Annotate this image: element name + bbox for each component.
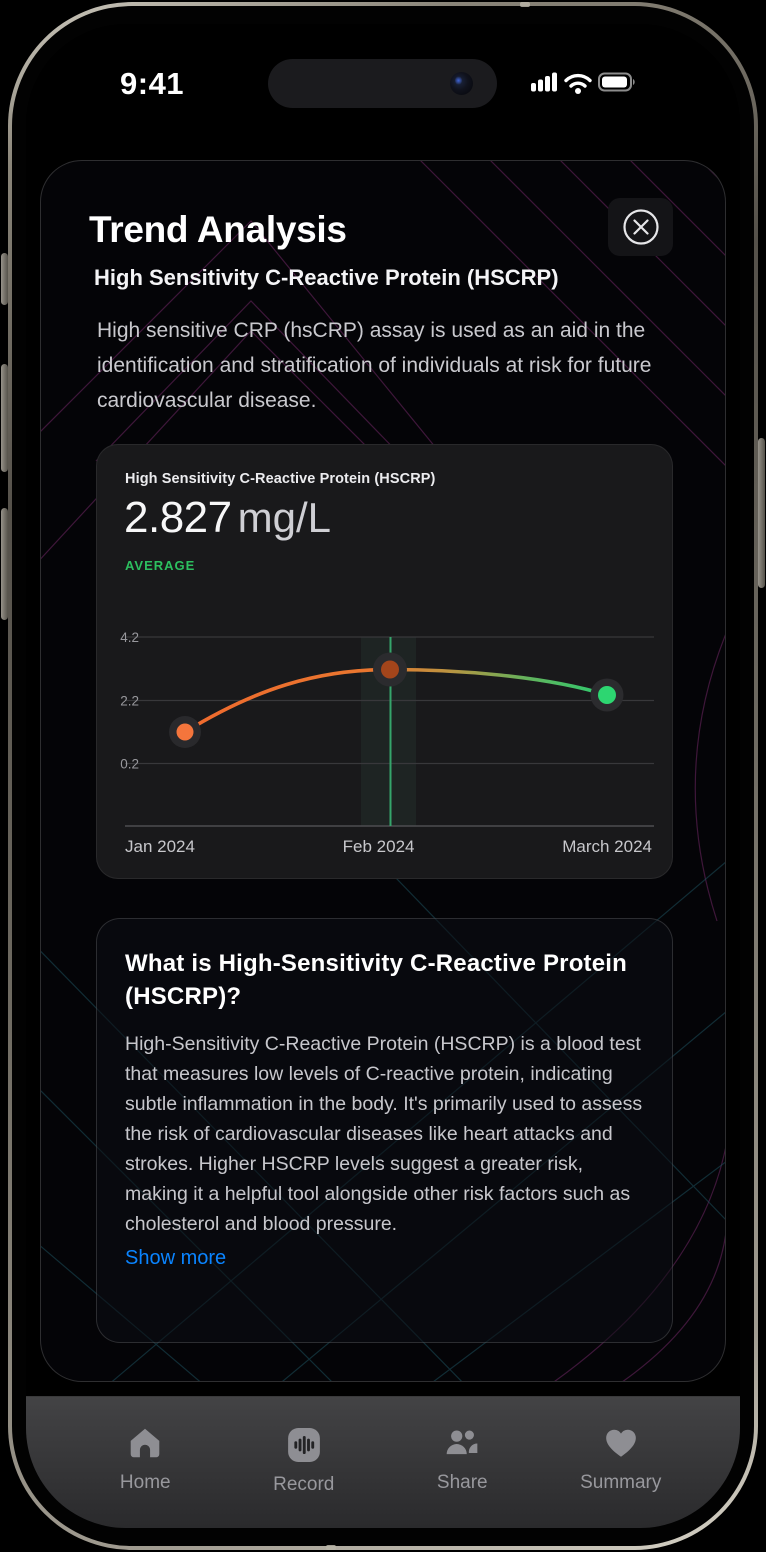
y-tick: 4.2 bbox=[120, 630, 139, 645]
trend-line-chart[interactable]: 4.2 2.2 0.2 bbox=[97, 595, 674, 837]
antenna-line bbox=[520, 2, 530, 7]
average-unit: mg/L bbox=[237, 494, 331, 541]
tab-bar: Home Record bbox=[26, 1396, 740, 1528]
info-card: What is High-Sensitivity C-Reactive Prot… bbox=[96, 918, 673, 1343]
page-title: Trend Analysis bbox=[89, 209, 347, 250]
x-label-march: March 2024 bbox=[562, 837, 652, 856]
volume-down-button bbox=[1, 508, 8, 620]
record-icon bbox=[287, 1428, 320, 1462]
data-point-march[interactable] bbox=[590, 678, 624, 712]
trend-chart-card: High Sensitivity C-Reactive Protein (HSC… bbox=[96, 444, 673, 879]
home-icon bbox=[130, 1428, 160, 1458]
antenna-line bbox=[326, 1545, 336, 1550]
volume-up-button bbox=[1, 364, 8, 472]
signal-icon bbox=[531, 72, 557, 92]
tab-share[interactable]: Share bbox=[402, 1425, 522, 1494]
data-point-feb-selected[interactable] bbox=[373, 652, 407, 687]
average-value: 2.827 bbox=[124, 493, 232, 542]
tab-label: Summary bbox=[580, 1472, 662, 1493]
mute-switch bbox=[1, 253, 8, 305]
status-bar-time: 9:41 bbox=[120, 66, 185, 101]
wifi-icon bbox=[564, 73, 592, 88]
share-icon bbox=[446, 1430, 478, 1455]
average-label: AVERAGE bbox=[125, 558, 196, 573]
close-icon bbox=[622, 209, 659, 245]
screen: 9:41 bbox=[26, 24, 740, 1528]
status-bar-icons bbox=[531, 70, 661, 101]
y-tick: 2.2 bbox=[120, 694, 139, 709]
close-button[interactable] bbox=[608, 198, 673, 256]
y-tick: 0.2 bbox=[120, 757, 139, 772]
tab-label: Record bbox=[273, 1474, 335, 1495]
dynamic-island bbox=[268, 59, 497, 108]
wifi-dot bbox=[575, 88, 581, 94]
heart-icon bbox=[605, 1429, 636, 1457]
tab-label: Home bbox=[119, 1472, 171, 1493]
biomarker-subtitle: High Sensitivity C-Reactive Protein (HSC… bbox=[94, 265, 559, 290]
x-label-feb: Feb 2024 bbox=[342, 837, 415, 856]
tab-home[interactable]: Home bbox=[85, 1425, 205, 1494]
average-value-row: 2.827 mg/L bbox=[124, 493, 331, 543]
show-more-link[interactable]: Show more bbox=[125, 1247, 227, 1269]
info-card-body: High-Sensitivity C-Reactive Protein (HSC… bbox=[125, 1033, 643, 1235]
power-button bbox=[758, 438, 765, 588]
tab-summary[interactable]: Summary bbox=[561, 1425, 681, 1494]
info-card-heading: What is High-Sensitivity C-Reactive Prot… bbox=[125, 950, 628, 1010]
front-camera bbox=[450, 72, 473, 95]
tab-label: Share bbox=[436, 1472, 488, 1493]
tab-record[interactable]: Record bbox=[244, 1425, 364, 1496]
battery-icon bbox=[598, 72, 635, 92]
data-point-jan[interactable] bbox=[169, 716, 201, 748]
x-label-jan: Jan 2024 bbox=[125, 837, 195, 856]
chart-card-title: High Sensitivity C-Reactive Protein (HSC… bbox=[125, 471, 436, 487]
trend-analysis-sheet: Trend Analysis High Sensitivity C-Reacti… bbox=[40, 160, 726, 1382]
biomarker-description: High sensitive CRP (hsCRP) assay is used… bbox=[97, 319, 652, 412]
x-axis-labels: Jan 2024 Feb 2024 March 2024 bbox=[125, 837, 652, 857]
